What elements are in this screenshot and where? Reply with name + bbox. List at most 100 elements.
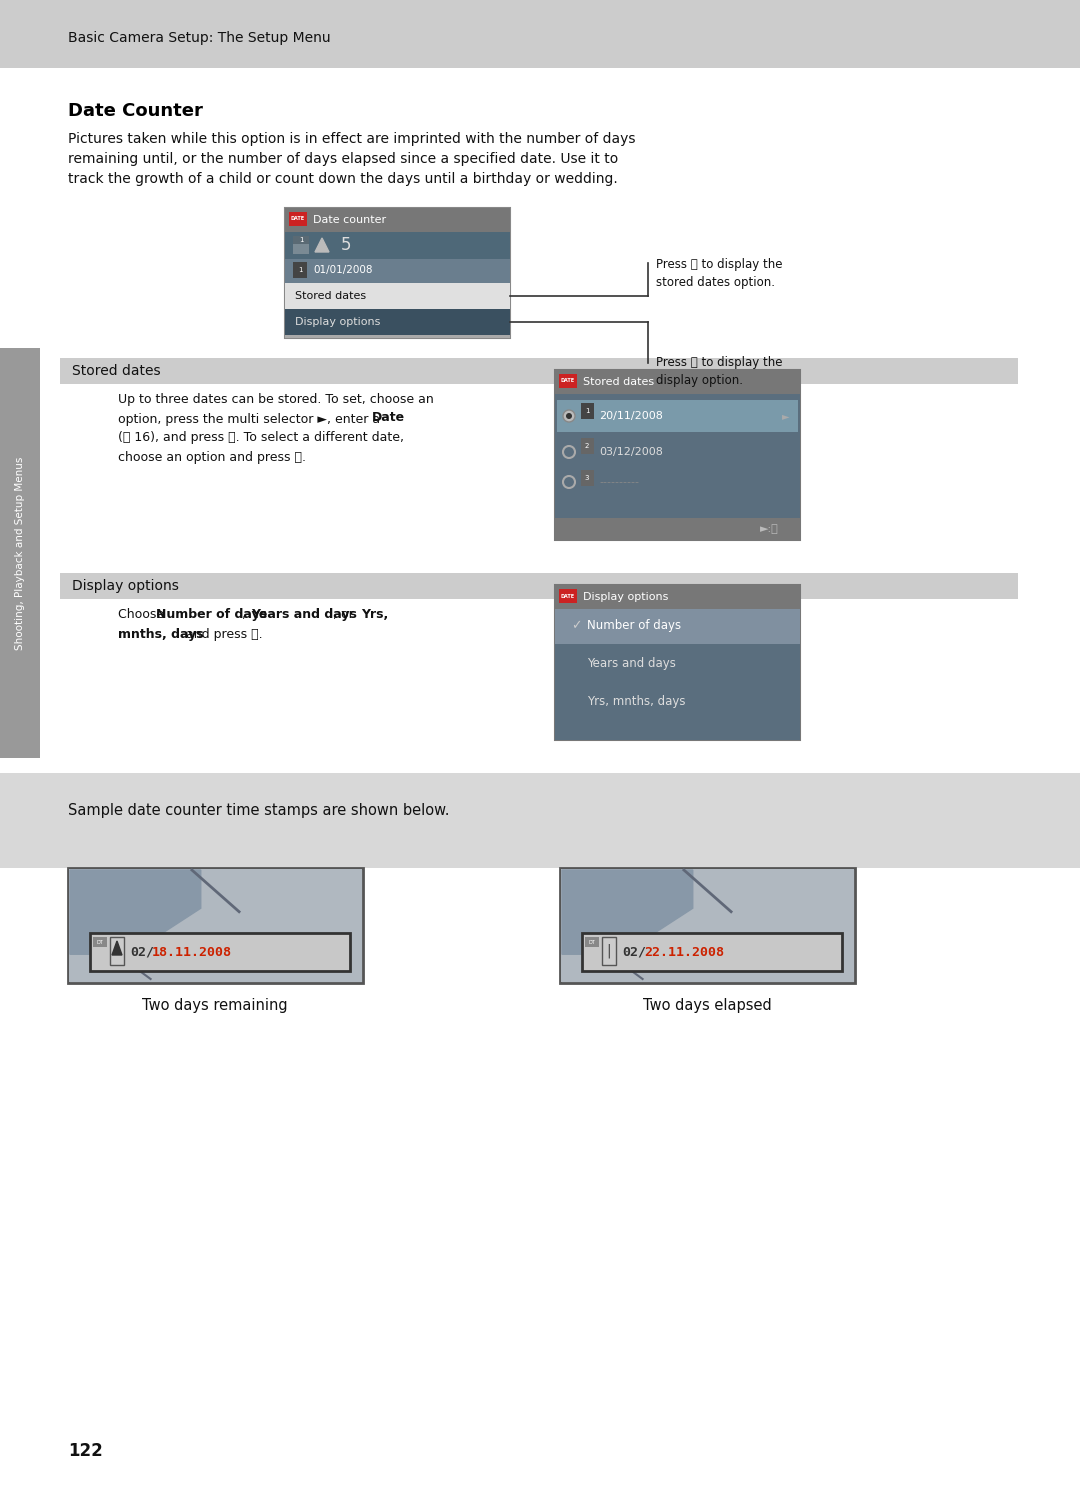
Text: Display options: Display options: [295, 317, 380, 327]
Text: 122: 122: [68, 1441, 103, 1461]
Text: 22.11.2008: 22.11.2008: [644, 945, 724, 958]
Text: ,: ,: [242, 608, 249, 621]
Text: Press ⒪ to display the: Press ⒪ to display the: [656, 259, 783, 270]
Text: ►: ►: [782, 412, 789, 421]
Text: Years and days: Years and days: [251, 608, 356, 621]
Circle shape: [566, 413, 572, 419]
Bar: [69, 869, 362, 982]
Bar: [285, 208, 510, 337]
Bar: [555, 609, 800, 643]
Polygon shape: [70, 869, 201, 954]
Text: |: |: [607, 944, 611, 958]
Bar: [293, 262, 307, 278]
Text: 5: 5: [341, 236, 351, 254]
Text: Basic Camera Setup: The Setup Menu: Basic Camera Setup: The Setup Menu: [68, 31, 330, 45]
Text: Date: Date: [372, 412, 405, 424]
Bar: [0, 773, 1080, 868]
Text: Stored dates: Stored dates: [72, 364, 161, 377]
Text: stored dates option.: stored dates option.: [656, 276, 775, 288]
Bar: [561, 869, 854, 982]
Bar: [293, 236, 309, 254]
Text: track the growth of a child or count down the days until a birthday or wedding.: track the growth of a child or count dow…: [68, 172, 618, 186]
Text: Up to three dates can be stored. To set, choose an
option, press the multi selec: Up to three dates can be stored. To set,…: [118, 392, 434, 426]
Text: (Ⓗ 16), and press ⒪. To select a different date,
choose an option and press ⒪.: (Ⓗ 16), and press ⒪. To select a differe…: [118, 431, 404, 464]
Bar: [555, 370, 800, 539]
Bar: [285, 232, 510, 259]
Text: Sample date counter time stamps are shown below.: Sample date counter time stamps are show…: [68, 804, 449, 819]
Text: 3: 3: [584, 476, 590, 481]
Text: DATE: DATE: [561, 593, 575, 599]
Bar: [110, 938, 124, 964]
Bar: [555, 370, 800, 394]
Bar: [0, 348, 40, 758]
Text: 2: 2: [584, 443, 590, 449]
Text: , or: , or: [333, 608, 357, 621]
Bar: [555, 609, 800, 740]
Text: 02/: 02/: [130, 945, 154, 958]
Text: Yrs, mnths, days: Yrs, mnths, days: [588, 695, 686, 709]
Text: Yrs,: Yrs,: [361, 608, 388, 621]
Text: Press ⒪ to display the: Press ⒪ to display the: [656, 357, 783, 369]
Polygon shape: [562, 869, 692, 954]
Bar: [555, 394, 800, 519]
Text: 18.11.2008: 18.11.2008: [152, 945, 232, 958]
Bar: [581, 403, 594, 419]
Text: Number of days: Number of days: [156, 608, 267, 621]
Bar: [0, 0, 1080, 68]
Polygon shape: [112, 941, 122, 955]
Bar: [559, 374, 577, 388]
Text: DT: DT: [589, 939, 595, 945]
Bar: [293, 236, 309, 244]
Bar: [285, 208, 510, 232]
Bar: [555, 585, 800, 740]
Text: 1: 1: [584, 409, 590, 415]
Bar: [90, 933, 350, 970]
Text: ----------: ----------: [599, 477, 639, 487]
Text: Years and days: Years and days: [588, 657, 676, 670]
Bar: [582, 933, 842, 970]
Text: Stored dates: Stored dates: [583, 377, 654, 386]
Bar: [581, 438, 594, 455]
Bar: [93, 938, 107, 947]
Bar: [285, 259, 510, 282]
Text: Date counter: Date counter: [313, 215, 387, 224]
Bar: [285, 334, 510, 337]
Text: ✓: ✓: [571, 620, 581, 633]
Text: 1: 1: [299, 236, 303, 244]
Text: Display options: Display options: [583, 591, 669, 602]
Text: Shooting, Playback and Setup Menus: Shooting, Playback and Setup Menus: [15, 456, 25, 649]
Bar: [602, 938, 616, 964]
Text: Number of days: Number of days: [588, 620, 681, 633]
Text: mnths, days: mnths, days: [118, 629, 204, 640]
Text: Stored dates: Stored dates: [295, 291, 366, 302]
Text: Date Counter: Date Counter: [68, 103, 203, 120]
Text: Display options: Display options: [72, 580, 179, 593]
Bar: [285, 309, 510, 334]
Bar: [60, 574, 1018, 599]
Bar: [68, 868, 363, 984]
Text: DATE: DATE: [561, 379, 575, 383]
Bar: [557, 400, 798, 432]
Text: remaining until, or the number of days elapsed since a specified date. Use it to: remaining until, or the number of days e…: [68, 152, 618, 166]
Text: 1: 1: [298, 267, 302, 273]
Text: Choose: Choose: [118, 608, 168, 621]
Text: DATE: DATE: [291, 217, 305, 221]
Text: 02/: 02/: [622, 945, 646, 958]
Bar: [60, 358, 1018, 383]
Bar: [585, 938, 599, 947]
Text: Two days remaining: Two days remaining: [143, 999, 287, 1013]
Circle shape: [563, 410, 575, 422]
Text: 20/11/2008: 20/11/2008: [599, 412, 663, 421]
Text: 03/12/2008: 03/12/2008: [599, 447, 663, 458]
Text: DT: DT: [96, 939, 104, 945]
Text: Pictures taken while this option is in effect are imprinted with the number of d: Pictures taken while this option is in e…: [68, 132, 635, 146]
Bar: [581, 470, 594, 486]
Bar: [555, 585, 800, 609]
Polygon shape: [315, 238, 329, 253]
Text: Two days elapsed: Two days elapsed: [643, 999, 771, 1013]
Text: and press ⒪.: and press ⒪.: [183, 629, 262, 640]
Text: ►:⒪: ►:⒪: [760, 525, 779, 533]
Bar: [559, 588, 577, 603]
Text: 01/01/2008: 01/01/2008: [313, 265, 373, 275]
Bar: [285, 282, 510, 309]
